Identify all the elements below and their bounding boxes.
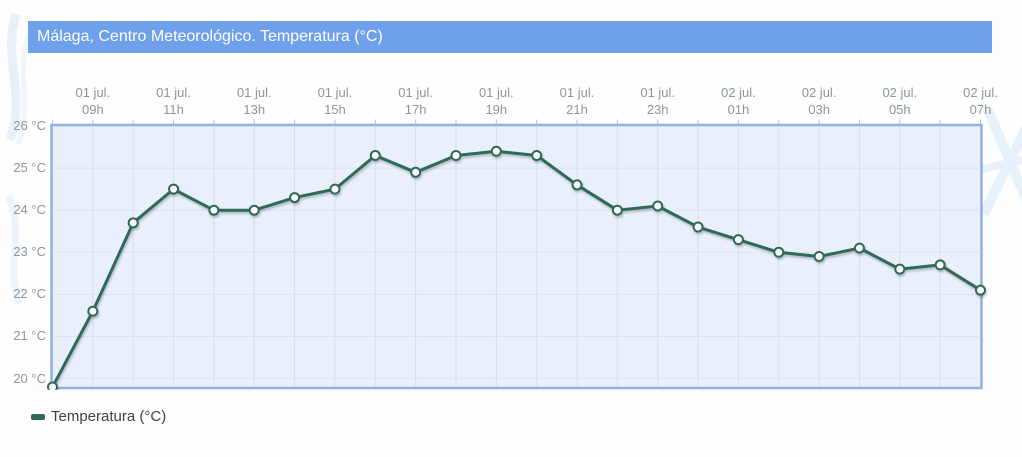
data-point[interactable]: [813, 251, 825, 262]
y-tick-label: 23 °C: [13, 244, 46, 260]
x-tick-label: 01 jul. 19h: [454, 84, 538, 118]
legend-swatch-icon: [31, 414, 45, 420]
data-point[interactable]: [934, 259, 946, 271]
x-tick-hour: 15h: [324, 102, 346, 117]
data-point[interactable]: [450, 149, 462, 161]
decor-wave-left-top: [5, 12, 21, 142]
x-tick-date: 01 jul.: [317, 85, 353, 100]
x-tick-date: 01 jul.: [478, 85, 514, 100]
data-point[interactable]: [490, 145, 502, 157]
data-point[interactable]: [410, 166, 422, 178]
data-point[interactable]: [329, 183, 341, 195]
data-point[interactable]: [732, 234, 744, 246]
x-tick-date: 02 jul.: [721, 85, 756, 100]
data-point[interactable]: [975, 284, 986, 296]
background-decoration: [4, 12, 1022, 306]
x-tick-hour: 09h: [81, 102, 104, 117]
data-point[interactable]: [208, 204, 220, 216]
temperature-series: [47, 145, 986, 392]
x-tick-label: 01 jul. 23h: [616, 84, 700, 118]
x-tick-label: 01 jul. 17h: [374, 84, 458, 118]
data-point[interactable]: [168, 183, 180, 195]
data-point[interactable]: [571, 179, 583, 191]
x-tick-hour: 03h: [808, 102, 830, 117]
x-tick-hour: 21h: [566, 102, 588, 117]
data-point[interactable]: [248, 204, 260, 216]
y-tick-label: 21 °C: [13, 328, 46, 344]
data-point[interactable]: [87, 305, 99, 317]
x-tick-date: 02 jul.: [882, 85, 918, 100]
temperature-line: [51, 149, 982, 389]
x-tick-label: 01 jul. 11h: [132, 84, 216, 118]
x-tick-hour: 17h: [404, 102, 427, 117]
chart-title: Málaga, Centro Meteorológico. Temperatur…: [37, 28, 383, 45]
data-point[interactable]: [894, 263, 906, 275]
x-tick-date: 01 jul.: [156, 85, 191, 100]
decor-wave-left-top2: [15, 31, 33, 145]
legend-item-temperature[interactable]: Temperatura (°C): [31, 408, 166, 426]
x-tick-date: 01 jul.: [75, 85, 111, 100]
data-point[interactable]: [127, 217, 139, 229]
plot-area[interactable]: [50, 123, 983, 390]
x-tick-date: 02 jul.: [801, 85, 837, 100]
data-point[interactable]: [531, 149, 543, 161]
x-tick-label: 02 jul. 01h: [696, 84, 780, 118]
x-tick-label: 01 jul. 09h: [51, 84, 135, 118]
x-tick-hour: 13h: [243, 102, 266, 117]
y-tick-label: 25 °C: [13, 160, 46, 176]
data-point[interactable]: [652, 200, 664, 212]
chart-title-bar: Málaga, Centro Meteorológico. Temperatur…: [28, 21, 992, 53]
x-tick-label: 01 jul. 13h: [212, 84, 296, 118]
x-tick-hour: 11h: [163, 102, 184, 117]
y-tick-label: 26 °C: [13, 118, 46, 133]
x-tick-date: 01 jul.: [398, 85, 433, 100]
data-point[interactable]: [853, 242, 865, 254]
legend-label: Temperatura (°C): [51, 408, 167, 425]
x-tick-date: 01 jul.: [236, 85, 272, 100]
decor-wave-left-mid: [4, 194, 24, 306]
x-tick-hour: 23h: [646, 102, 669, 117]
data-point[interactable]: [47, 381, 58, 392]
x-tick-hour: 01h: [727, 102, 750, 117]
x-tick-label: 01 jul. 21h: [535, 84, 619, 118]
x-tick-label: 02 jul. 07h: [939, 84, 1022, 118]
x-tick-hour: 07h: [969, 102, 992, 117]
y-tick-label: 20 °C: [13, 370, 46, 386]
data-point[interactable]: [289, 192, 301, 204]
x-tick-hour: 05h: [888, 102, 911, 117]
y-tick-label: 24 °C: [13, 202, 46, 218]
y-tick-label: 22 °C: [13, 286, 46, 302]
data-point[interactable]: [773, 246, 785, 258]
decor-snowflake-right: [977, 108, 1022, 217]
x-tick-label: 02 jul. 05h: [858, 84, 942, 118]
x-tick-label: 02 jul. 03h: [777, 84, 861, 118]
x-tick-hour: 19h: [485, 102, 508, 117]
x-tick-date: 01 jul.: [640, 85, 676, 100]
data-point[interactable]: [692, 221, 704, 233]
data-point[interactable]: [369, 149, 381, 161]
x-tick-date: 02 jul.: [963, 85, 998, 100]
data-point[interactable]: [611, 204, 623, 216]
x-tick-label: 01 jul. 15h: [293, 84, 377, 118]
x-tick-date: 01 jul.: [559, 85, 595, 100]
